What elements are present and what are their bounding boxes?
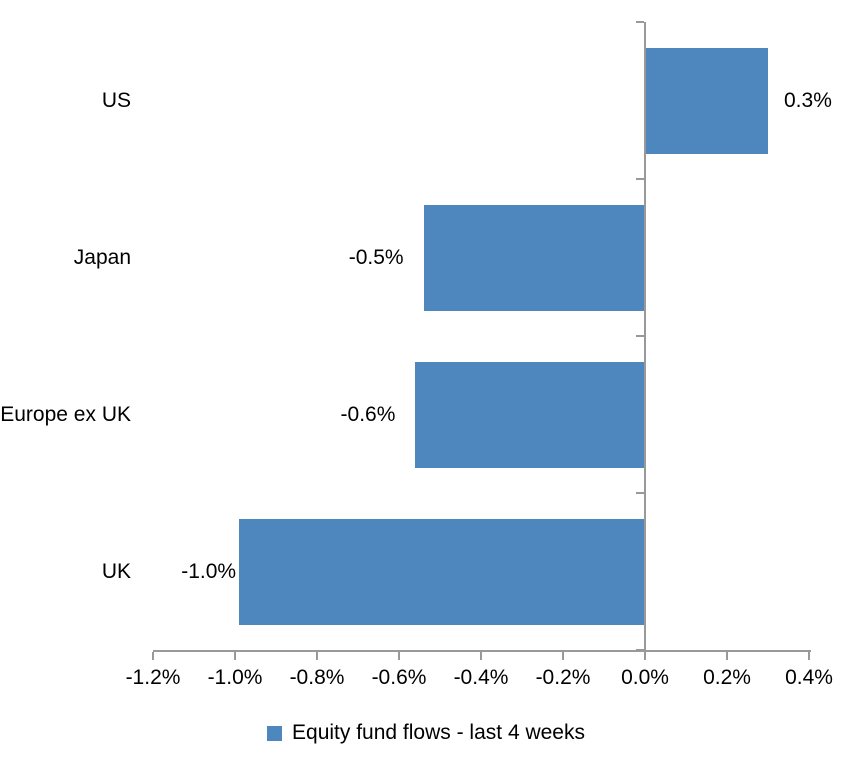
category-axis-tick xyxy=(636,492,644,494)
category-axis-tick xyxy=(636,178,644,180)
value-axis-tick-label: -0.4% xyxy=(453,666,509,689)
value-axis-tick-label: 0.4% xyxy=(785,666,833,689)
value-axis-tick-label: 0.0% xyxy=(621,666,669,689)
category-axis-line xyxy=(644,22,646,650)
value-axis-tick xyxy=(808,652,810,660)
value-axis-tick xyxy=(234,652,236,660)
bar-uk xyxy=(239,518,645,625)
category-axis-tick xyxy=(636,335,644,337)
value-axis-tick xyxy=(480,652,482,660)
value-axis-tick xyxy=(644,652,646,660)
value-axis-line xyxy=(153,650,811,652)
value-axis-tick xyxy=(562,652,564,660)
bar-japan xyxy=(423,204,645,311)
data-label-uk: -1.0% xyxy=(181,559,237,583)
category-axis-tick xyxy=(636,21,644,23)
bar-us xyxy=(645,47,768,154)
value-axis-tick-label: -1.2% xyxy=(125,666,181,689)
category-label-japan: Japan xyxy=(73,246,131,269)
value-axis-tick xyxy=(152,652,154,660)
category-label-europe-ex-uk: Europe ex UK xyxy=(0,403,131,426)
bar-europe-ex-uk xyxy=(415,361,645,468)
data-label-japan: -0.5% xyxy=(348,245,404,269)
legend: Equity fund flows - last 4 weeks xyxy=(0,721,852,745)
value-axis-tick xyxy=(726,652,728,660)
legend-swatch xyxy=(267,725,283,741)
value-axis-tick-label: -0.6% xyxy=(371,666,427,689)
category-label-us: US xyxy=(101,89,131,112)
legend-label: Equity fund flows - last 4 weeks xyxy=(292,721,585,744)
value-axis-tick xyxy=(316,652,318,660)
value-axis-tick xyxy=(398,652,400,660)
data-label-europe-ex-uk: -0.6% xyxy=(340,402,396,426)
value-axis-tick-label: -0.2% xyxy=(535,666,591,689)
value-axis-tick-label: 0.2% xyxy=(703,666,751,689)
value-axis-tick-label: -1.0% xyxy=(207,666,263,689)
data-label-us: 0.3% xyxy=(784,88,832,112)
value-axis-tick-label: -0.8% xyxy=(289,666,345,689)
category-label-uk: UK xyxy=(101,560,131,583)
